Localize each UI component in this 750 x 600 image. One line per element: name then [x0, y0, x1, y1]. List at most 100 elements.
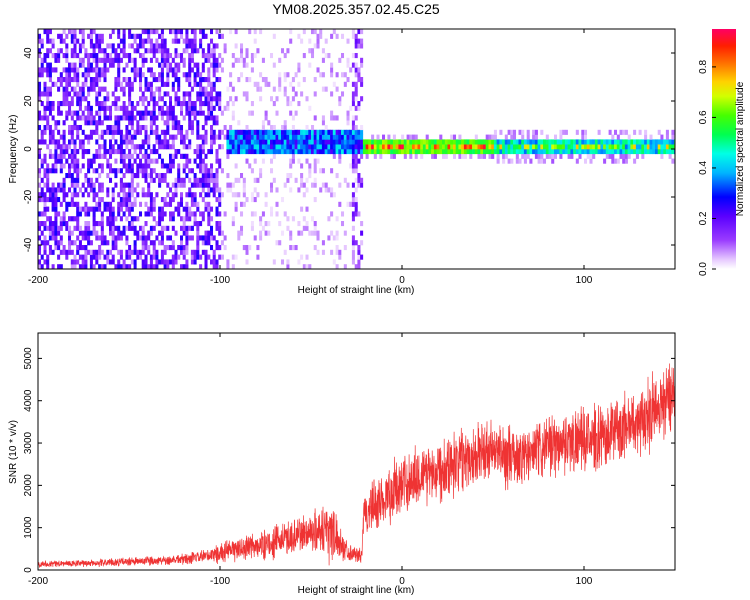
heatmap-cell [188, 101, 192, 107]
heatmap-cell [212, 129, 216, 135]
heatmap-cell [190, 201, 194, 207]
heatmap-cell [70, 101, 74, 107]
heatmap-cell [65, 77, 69, 83]
heatmap-cell [114, 129, 118, 135]
heatmap-cell [182, 225, 186, 231]
heatmap-cell [231, 254, 235, 260]
heatmap-cell [185, 72, 189, 78]
heatmap-cell [119, 168, 123, 174]
heatmap-cell [149, 177, 153, 183]
heatmap-cell [128, 57, 132, 63]
heatmap-cell [196, 225, 200, 231]
heatmap-cell [605, 153, 609, 159]
heatmap-cell [313, 144, 317, 150]
heatmap-cell [294, 245, 298, 251]
heatmap-cell [649, 139, 653, 145]
heatmap-cell [119, 182, 123, 188]
heatmap-cell [215, 206, 219, 212]
heatmap-cell [174, 67, 178, 73]
heatmap-cell [95, 230, 99, 236]
heatmap-cell [256, 144, 260, 150]
heatmap-cell [253, 81, 257, 87]
heatmap-cell [250, 129, 254, 135]
heatmap-cell [149, 29, 153, 35]
heatmap-cell [652, 139, 656, 145]
heatmap-cell [297, 158, 301, 164]
heatmap-cell [275, 149, 279, 155]
heatmap-cell [92, 182, 96, 188]
heatmap-cell [95, 43, 99, 49]
heatmap-cell [174, 29, 178, 35]
heatmap-cell [98, 77, 102, 83]
heatmap-cell [125, 134, 129, 140]
heatmap-cell [278, 134, 282, 140]
heatmap-cell [92, 225, 96, 231]
heatmap-cell [545, 139, 549, 145]
heatmap-cell [158, 72, 162, 78]
heatmap-cell [169, 216, 173, 222]
heatmap-cell [73, 187, 77, 193]
heatmap-cell [210, 29, 214, 35]
heatmap-cell [256, 134, 260, 140]
heatmap-cell [319, 144, 323, 150]
heatmap-cell [412, 139, 416, 145]
heatmap-cell [190, 192, 194, 198]
heatmap-cell [354, 201, 358, 207]
heatmap-cell [141, 115, 145, 121]
heatmap-cell [603, 144, 607, 150]
heatmap-cell [95, 38, 99, 44]
heatmap-cell [43, 235, 47, 241]
heatmap-cell [111, 187, 115, 193]
heatmap-cell [220, 129, 224, 135]
heatmap-cell [171, 38, 175, 44]
heatmap-cell [302, 149, 306, 155]
heatmap-cell [311, 29, 315, 35]
heatmap-cell [324, 134, 328, 140]
heatmap-cell [485, 149, 489, 155]
snr-y-tick-label: 4000 [23, 389, 34, 412]
heatmap-cell [496, 144, 500, 150]
heatmap-cell [545, 149, 549, 155]
heatmap-cell [218, 254, 222, 260]
heatmap-cell [250, 139, 254, 145]
heatmap-cell [201, 29, 205, 35]
heatmap-cell [43, 192, 47, 198]
heatmap-cell [46, 187, 50, 193]
heatmap-cell [240, 211, 244, 217]
heatmap-cell [106, 206, 110, 212]
heatmap-cell [73, 29, 77, 35]
heatmap-cell [499, 149, 503, 155]
heatmap-cell [185, 43, 189, 49]
heatmap-cell [283, 134, 287, 140]
heatmap-cell [87, 192, 91, 198]
heatmap-cell [619, 153, 623, 159]
heatmap-cell [360, 221, 364, 227]
heatmap-cell [215, 182, 219, 188]
heatmap-cell [270, 149, 274, 155]
heatmap-cell [180, 177, 184, 183]
heatmap-cell [40, 163, 44, 169]
heatmap-cell [125, 125, 129, 131]
heatmap-cell [54, 216, 58, 222]
heatmap-cell [166, 77, 170, 83]
heatmap-cell [95, 67, 99, 73]
heatmap-cell [57, 182, 61, 188]
heatmap-cell [245, 139, 249, 145]
heatmap-cell [671, 129, 675, 135]
heatmap-cell [84, 96, 88, 102]
heatmap-cell [412, 149, 416, 155]
heatmap-cell [392, 144, 396, 150]
heatmap-cell [286, 134, 290, 140]
heatmap-cell [65, 206, 69, 212]
heatmap-cell [321, 57, 325, 63]
heatmap-cell [622, 158, 626, 164]
heatmap-cell [589, 144, 593, 150]
heatmap-cell [111, 206, 115, 212]
heatmap-cell [111, 144, 115, 150]
heatmap-cell [335, 235, 339, 241]
heatmap-cell [163, 43, 167, 49]
heatmap-cell [144, 81, 148, 87]
heatmap-cell [351, 245, 355, 251]
heatmap-cell [346, 139, 350, 145]
heatmap-cell [201, 149, 205, 155]
